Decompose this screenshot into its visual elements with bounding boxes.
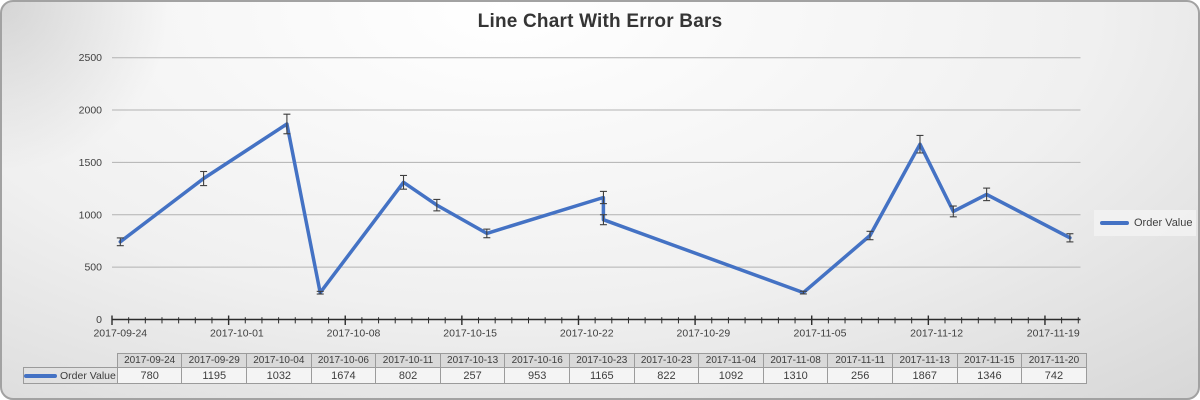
table-date-header: 2017-11-11 — [827, 353, 893, 368]
x-tick-label: 2017-11-05 — [794, 328, 847, 340]
table-value-cell: 1092 — [698, 367, 764, 384]
table-value-row: Order Value 780 1195 1032 1674 802 257 953 1165 8… — [23, 367, 1087, 384]
table-date-header: 2017-10-23 — [569, 353, 635, 368]
data-table-container: 2017-09-24 2017-09-29 2017-10-04 2017-10-06… — [23, 353, 1087, 384]
x-tick-label: 2017-10-22 — [560, 328, 614, 340]
table-date-header: 2017-10-04 — [246, 353, 312, 368]
table-date-header: 2017-11-15 — [956, 353, 1023, 368]
y-tick-label: 2500 — [79, 52, 103, 64]
x-tick-label: 2017-10-08 — [327, 328, 381, 340]
table-date-header: 2017-09-29 — [181, 353, 248, 368]
x-tick-label: 2017-11-19 — [1027, 328, 1080, 340]
table-value-cell: 257 — [439, 367, 506, 384]
table-date-header: 2017-10-13 — [439, 353, 506, 368]
table-date-header: 2017-10-23 — [633, 353, 700, 368]
legend-label: Order Value — [1134, 217, 1193, 229]
x-tick-label: 2017-10-29 — [677, 328, 731, 340]
table-row-label-text: Order Value — [60, 369, 116, 382]
table-value-cell: 1310 — [762, 367, 829, 384]
table-value-cell: 1195 — [181, 367, 248, 384]
table-value-cell: 1674 — [310, 367, 377, 384]
data-table: 2017-09-24 2017-09-29 2017-10-04 2017-10-06… — [23, 353, 1087, 384]
table-date-header: 2017-11-20 — [1021, 353, 1087, 368]
x-tick-label: 2017-10-01 — [210, 328, 264, 340]
table-value-cell: 802 — [375, 367, 441, 384]
y-tick-label: 1000 — [79, 209, 103, 221]
y-tick-label: 500 — [84, 262, 102, 274]
table-value-cell: 1032 — [246, 367, 312, 384]
table-date-header: 2017-10-06 — [310, 353, 377, 368]
table-date-header: 2017-11-13 — [891, 353, 958, 368]
plot-area: 0 500 1000 1500 2000 2500 2017-09-24 2017-10-01… — [79, 52, 1081, 340]
chart-title: Line Chart With Error Bars — [477, 11, 723, 32]
table-date-header: 2017-10-11 — [375, 353, 441, 368]
table-date-header: 2017-11-04 — [698, 353, 764, 368]
series-key-icon — [24, 373, 57, 378]
x-tick-label: 2017-09-24 — [93, 328, 147, 340]
table-value-cell: 1867 — [891, 367, 958, 384]
legend: Order Value — [1094, 210, 1196, 236]
table-value-cell: 1165 — [569, 367, 635, 384]
table-date-header: 2017-11-08 — [762, 353, 829, 368]
x-tick-label: 2017-10-15 — [443, 328, 497, 340]
table-value-cell: 256 — [827, 367, 893, 384]
y-tick-label: 0 — [96, 314, 102, 326]
table-row-label: Order Value — [23, 367, 118, 384]
legend-line-swatch-icon — [1100, 221, 1129, 225]
table-header-row: 2017-09-24 2017-09-29 2017-10-04 2017-10-06… — [24, 353, 1087, 368]
table-value-cell: 953 — [504, 367, 570, 384]
table-value-cell: 1346 — [956, 367, 1023, 384]
table-value-cell: 780 — [116, 367, 183, 384]
y-tick-label: 2000 — [79, 105, 103, 117]
table-date-header: 2017-09-24 — [116, 353, 183, 368]
x-tick-label: 2017-11-12 — [910, 328, 963, 340]
table-value-cell: 822 — [633, 367, 700, 384]
y-tick-label: 1500 — [79, 157, 103, 169]
table-value-cell: 742 — [1021, 367, 1087, 384]
table-date-header: 2017-10-16 — [504, 353, 570, 368]
table-corner-cell — [24, 354, 118, 368]
